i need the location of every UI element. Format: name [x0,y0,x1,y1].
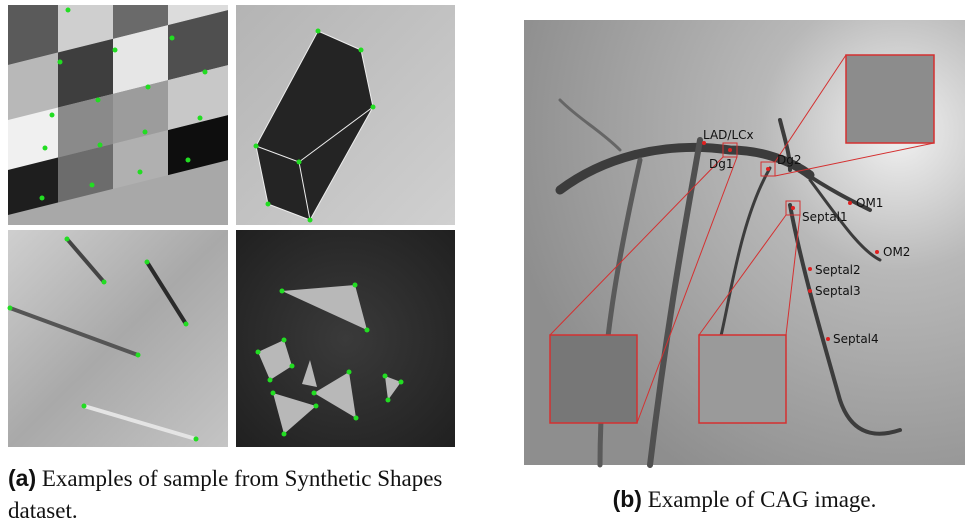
landmark-label: Dg1 [709,157,734,171]
landmark-label: OM2 [883,245,910,259]
checkerboard-tile [0,0,238,225]
lines-tile [8,230,229,447]
caption-label: (b) [613,486,642,512]
cube-tile [236,5,455,225]
cag-image: LAD/LCx Dg1 Dg2 OM1 Septal1 OM2 Septal2 … [524,20,965,465]
triangles-tile [236,230,455,447]
landmark-label: Septal4 [833,332,879,346]
page: LAD/LCx Dg1 Dg2 OM1 Septal1 OM2 Septal2 … [0,0,967,526]
caption-text: Examples of sample from Synthetic Shapes… [8,466,442,523]
caption-label: (a) [8,465,36,491]
landmark-label: Septal1 [802,210,848,224]
landmark-label: Dg2 [777,153,802,167]
caption-text: Example of CAG image. [648,487,877,512]
landmark-label: LAD/LCx [703,128,754,142]
caption-a: (a) Examples of sample from Synthetic Sh… [8,462,458,527]
figure: LAD/LCx Dg1 Dg2 OM1 Septal1 OM2 Septal2 … [0,0,967,470]
landmark-label: Septal2 [815,263,861,277]
landmark-label: Septal3 [815,284,861,298]
landmark-label: OM1 [856,196,883,210]
caption-b: (b) Example of CAG image. [524,483,965,516]
